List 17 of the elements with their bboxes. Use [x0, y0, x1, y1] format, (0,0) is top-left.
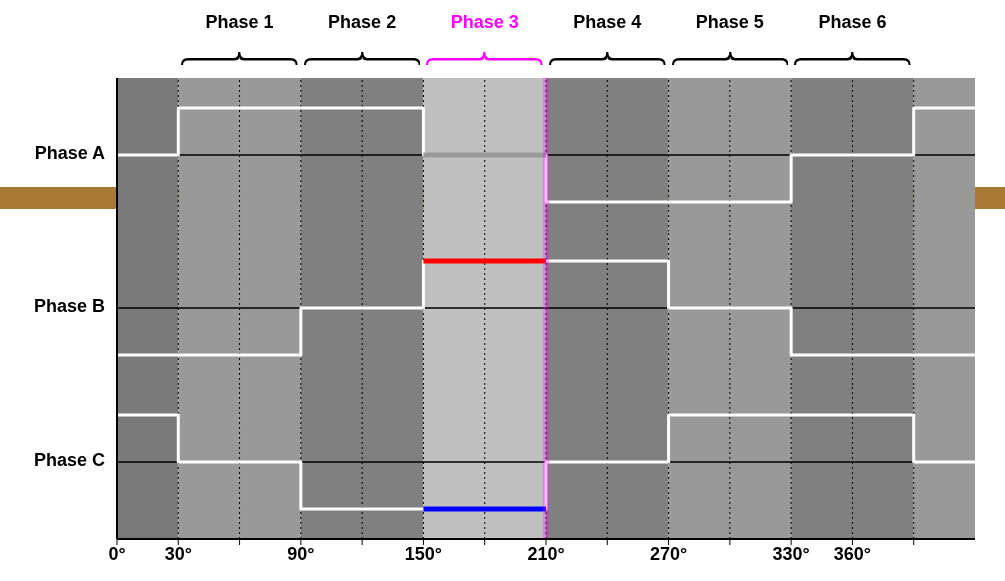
y-axis-title: Phase B [32, 296, 105, 317]
x-tick-label: 270° [649, 543, 688, 564]
x-tick-label: 210° [527, 543, 565, 564]
band-label: Phase 5 [694, 12, 765, 33]
band-label: Phase 4 [572, 12, 643, 33]
x-tick-label: 90° [287, 543, 315, 564]
band-label: Phase 1 [204, 12, 275, 33]
band-label: Phase 3 [449, 12, 520, 33]
x-tick-label: 150° [404, 543, 443, 564]
y-axis-title: Phase C [32, 450, 105, 471]
y-axis-title: Phase A [33, 143, 105, 164]
x-tick-label: 30° [164, 543, 192, 564]
x-tick-label: 0° [108, 543, 126, 564]
band-label: Phase 2 [327, 12, 398, 33]
x-tick-label: 360° [833, 543, 872, 564]
x-tick-label: 330° [772, 543, 810, 564]
band-label: Phase 6 [817, 12, 888, 33]
